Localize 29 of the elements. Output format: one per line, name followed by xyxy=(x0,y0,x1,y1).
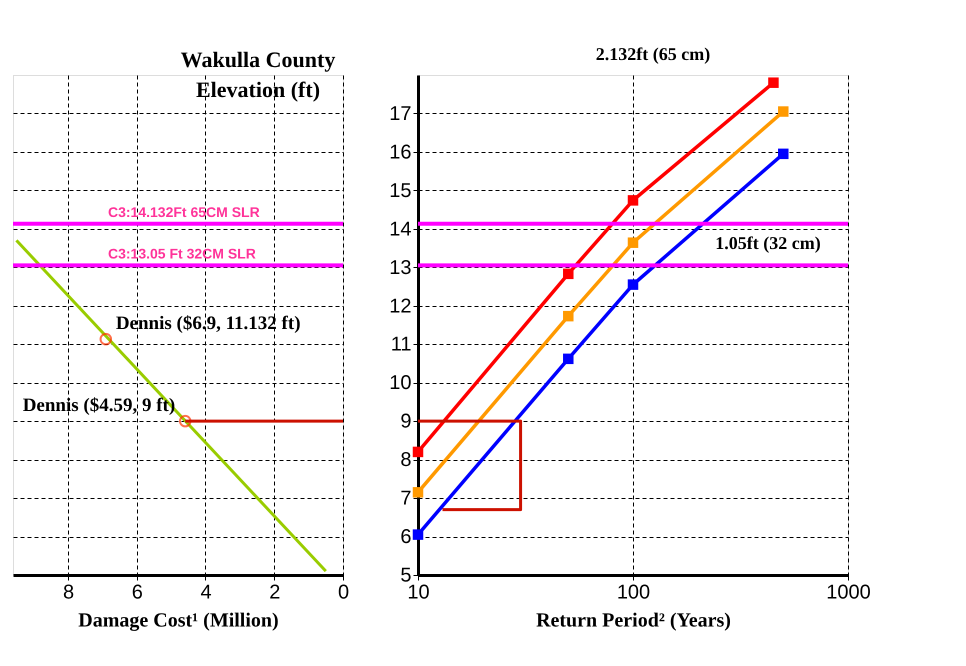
y-tick-label: 15 xyxy=(389,180,412,202)
ref-line-label: C3:13.05 Ft 32CM SLR xyxy=(108,245,256,262)
y-tick-label: 17 xyxy=(389,102,412,125)
x-tick-label: 100 xyxy=(616,582,650,604)
annotation: 1.05ft (32 cm) xyxy=(715,233,821,253)
y-tick-label: 12 xyxy=(389,295,412,318)
ref-line-label: C3:14.132Ft 65CM SLR xyxy=(108,204,260,220)
y-tick-label: 9 xyxy=(400,410,412,433)
x-tick-label: 2 xyxy=(269,582,280,604)
y-tick-label: 8 xyxy=(400,449,412,472)
y-tick-label: 14 xyxy=(389,218,412,240)
x-tick-label: 4 xyxy=(200,582,212,604)
y-tick-label: 6 xyxy=(400,526,412,548)
y-tick-label: 13 xyxy=(389,256,412,279)
x-tick-label: 0 xyxy=(338,582,350,604)
x-tick-label: 8 xyxy=(62,582,74,604)
y-tick-label: 16 xyxy=(389,141,412,164)
annotation: Dennis ($6.9, 11.132 ft) xyxy=(116,313,301,334)
text: 2.132ft (65 cm) xyxy=(596,44,710,64)
x-tick-label: 1000 xyxy=(826,582,871,604)
x-axis-title: Damage Cost¹ (Million) xyxy=(78,610,279,632)
y-tick-label: 10 xyxy=(389,372,412,394)
chart-title: Wakulla County xyxy=(180,47,336,72)
y-tick-label: 5 xyxy=(400,564,412,586)
y-tick-label: 11 xyxy=(390,334,412,356)
y-tick-label: 7 xyxy=(400,488,412,510)
y-axis-title: Elevation (ft) xyxy=(196,77,320,102)
x-tick-label: 6 xyxy=(132,582,143,604)
x-axis-title: Return Period² (Years) xyxy=(536,610,731,632)
